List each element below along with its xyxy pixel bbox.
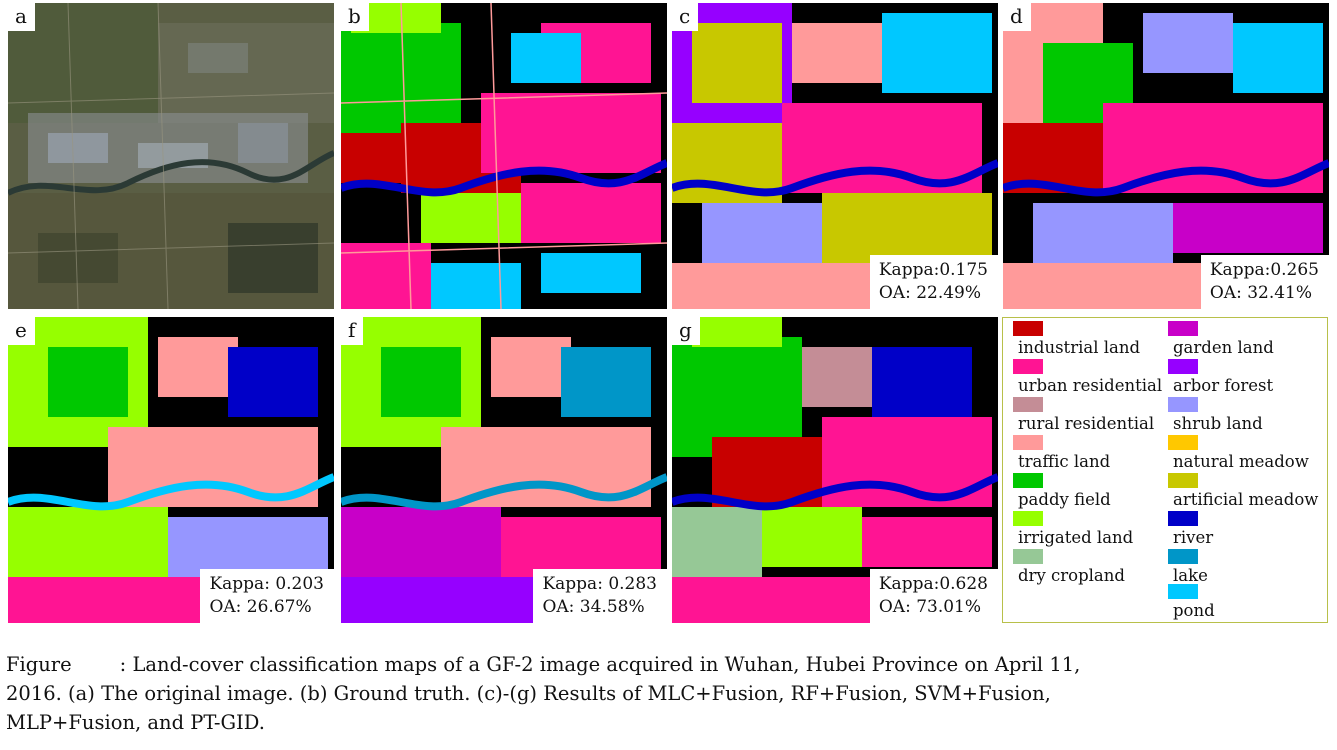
- kappa-value: Kappa: 0.283: [542, 574, 657, 594]
- panel-f-mlp-fusion: f Kappa: 0.283 OA: 34.58%: [341, 317, 667, 623]
- kappa-value: Kappa:0.265: [1209, 260, 1319, 280]
- kappa-value: Kappa:0.175: [878, 260, 988, 280]
- panel-label: a: [8, 3, 35, 31]
- legend-swatch: [1013, 549, 1043, 564]
- legend-label: natural meadow: [1173, 452, 1309, 471]
- classification-map: [1003, 3, 1329, 309]
- legend-label: lake: [1173, 566, 1208, 585]
- legend-label: urban residential: [1018, 376, 1163, 395]
- legend-swatch: [1168, 549, 1198, 564]
- legend-label: irrigated land: [1018, 528, 1134, 547]
- panel-label: e: [8, 317, 35, 345]
- oa-value: OA: 34.58%: [542, 597, 645, 617]
- oa-value: OA: 22.49%: [878, 283, 982, 303]
- panel-a-original-image: a: [8, 3, 334, 309]
- oa-value: OA: 32.41%: [1209, 283, 1313, 303]
- legend-label: pond: [1173, 601, 1215, 620]
- kappa-value: Kappa:0.628: [878, 574, 988, 594]
- accuracy-metrics: Kappa:0.265 OA: 32.41%: [1200, 255, 1329, 309]
- caption-line-1: Figure : Land-cover classification maps o…: [6, 650, 1336, 679]
- legend-label: rural residential: [1018, 414, 1155, 433]
- panel-label: d: [1003, 3, 1031, 31]
- accuracy-metrics: Kappa:0.175 OA: 22.49%: [869, 255, 998, 309]
- legend-swatch: [1168, 397, 1198, 412]
- caption-figure-word: Figure: [6, 653, 72, 676]
- legend-swatch: [1168, 584, 1198, 599]
- classification-map: [672, 3, 998, 309]
- legend-swatch: [1013, 473, 1043, 488]
- legend-swatch: [1013, 397, 1043, 412]
- classification-map: [341, 3, 667, 309]
- panel-g-pt-gid: g Kappa:0.628 OA: 73.01%: [672, 317, 998, 623]
- legend-swatch: [1168, 511, 1198, 526]
- legend-swatch: [1013, 435, 1043, 450]
- legend-swatch: [1013, 321, 1043, 336]
- panel-c-mlc-fusion: c Kappa:0.175 OA: 22.49%: [672, 3, 998, 309]
- legend-swatch: [1168, 359, 1198, 374]
- panel-label: b: [341, 3, 369, 31]
- accuracy-metrics: Kappa: 0.203 OA: 26.67%: [200, 569, 334, 623]
- panel-label: f: [341, 317, 364, 345]
- legend-label: paddy field: [1018, 490, 1111, 509]
- class-legend: industrial land urban residential rural …: [1002, 317, 1328, 623]
- figure-caption: Figure : Land-cover classification maps o…: [6, 650, 1336, 737]
- legend-swatch: [1168, 321, 1198, 336]
- legend-label: shrub land: [1173, 414, 1263, 433]
- legend-swatch: [1013, 359, 1043, 374]
- caption-line-3: MLP+Fusion, and PT-GID.: [6, 711, 265, 734]
- panel-b-ground-truth: b: [341, 3, 667, 309]
- accuracy-metrics: Kappa: 0.283 OA: 34.58%: [533, 569, 667, 623]
- panel-label: g: [672, 317, 700, 345]
- legend-swatch: [1013, 511, 1043, 526]
- caption-line-1-text: : Land-cover classification maps of a GF…: [119, 653, 1081, 676]
- panel-e-svm-fusion: e Kappa: 0.203 OA: 26.67%: [8, 317, 334, 623]
- legend-label: artificial meadow: [1173, 490, 1319, 509]
- legend-label: dry cropland: [1018, 566, 1125, 585]
- legend-label: river: [1173, 528, 1214, 547]
- classification-map: [341, 317, 667, 623]
- legend-label: arbor forest: [1173, 376, 1274, 395]
- oa-value: OA: 26.67%: [209, 597, 312, 617]
- satellite-image: [8, 3, 334, 309]
- legend-swatch: [1168, 473, 1198, 488]
- legend-swatch: [1168, 435, 1198, 450]
- oa-value: OA: 73.01%: [878, 597, 982, 617]
- panel-d-rf-fusion: d Kappa:0.265 OA: 32.41%: [1003, 3, 1329, 309]
- panel-label: c: [672, 3, 699, 31]
- legend-label: garden land: [1173, 338, 1274, 357]
- accuracy-metrics: Kappa:0.628 OA: 73.01%: [869, 569, 998, 623]
- caption-line-2: 2016. (a) The original image. (b) Ground…: [6, 682, 1051, 705]
- legend-label: industrial land: [1018, 338, 1141, 357]
- kappa-value: Kappa: 0.203: [209, 574, 324, 594]
- legend-label: traffic land: [1018, 452, 1111, 471]
